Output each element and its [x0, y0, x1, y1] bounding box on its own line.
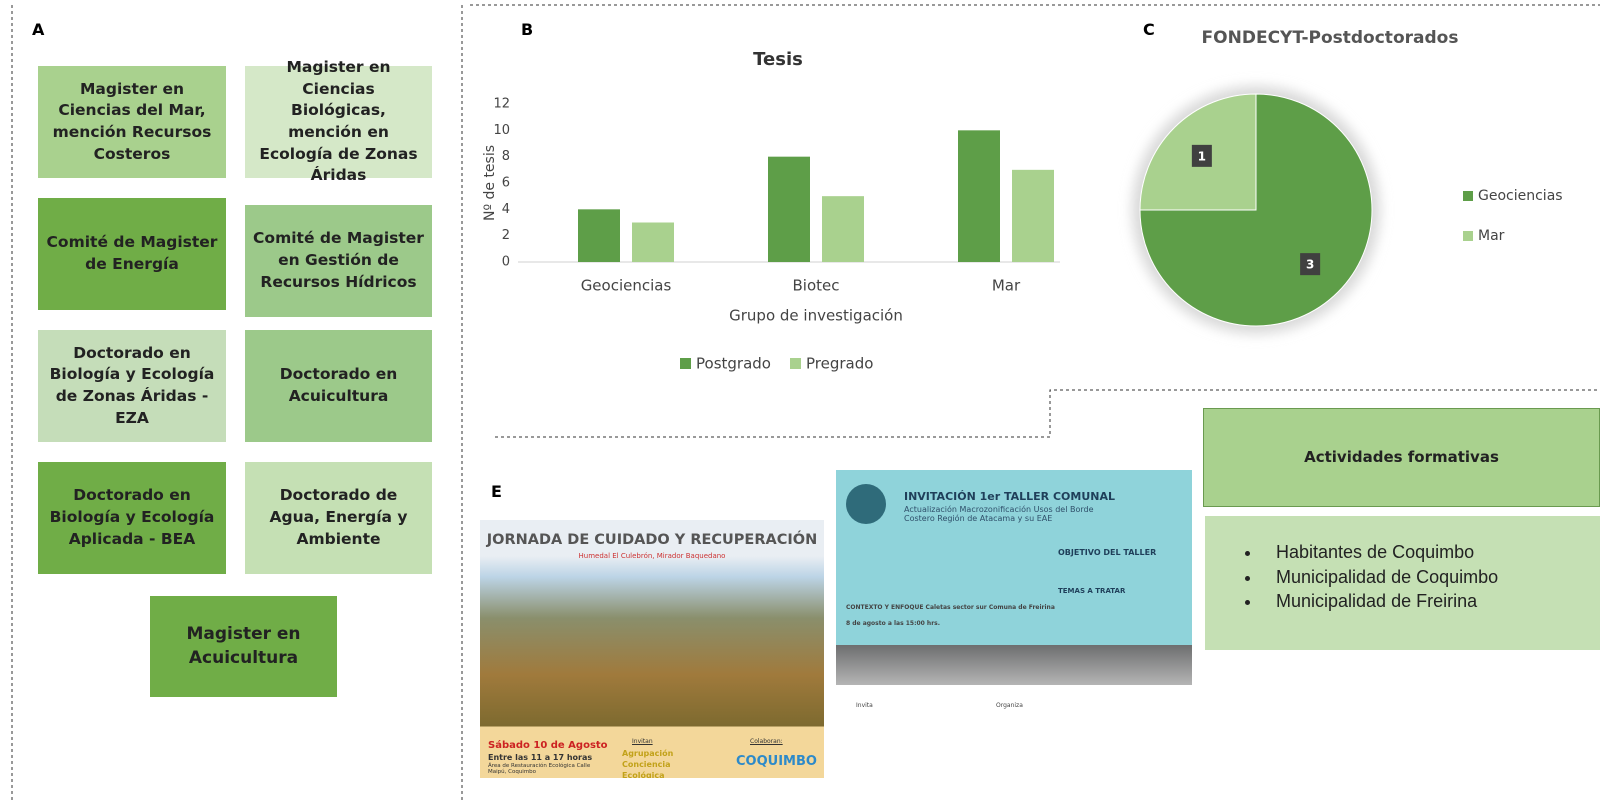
poster-invite: Invitan: [632, 738, 653, 745]
poster-date: 8 de agosto a las 15:00 hrs.: [846, 620, 941, 627]
x-tick-label: Biotec: [793, 277, 840, 295]
legend-swatch: [680, 358, 691, 369]
activities-list: Habitantes de Coquimbo Municipalidad de …: [1205, 540, 1600, 614]
activity: Municipalidad de Coquimbo: [1262, 565, 1600, 590]
poster-objective: OBJETIVO DEL TALLER: [1058, 548, 1157, 557]
legend-label: Geociencias: [1478, 188, 1563, 204]
poster-invite: Invita: [856, 702, 873, 709]
program-box: Doctorado en Biología y Ecología Aplicad…: [38, 462, 226, 574]
panel-label: E: [491, 482, 502, 501]
panel-label: B: [521, 20, 534, 39]
bar: [958, 130, 1000, 262]
legend-swatch: [790, 358, 801, 369]
y-tick-label: 6: [502, 176, 510, 191]
x-axis-label: Grupo de investigación: [729, 307, 903, 325]
y-tick-label: 2: [502, 228, 510, 243]
y-tick-label: 0: [502, 255, 510, 270]
poster-logo: [846, 484, 886, 524]
value-label-box: [1191, 144, 1212, 167]
legend-label: Postgrado: [696, 355, 771, 373]
y-tick-label: 4: [502, 202, 510, 217]
bar: [768, 156, 810, 262]
poster-subtitle: Actualización Macrozonificación Usos del…: [904, 505, 1094, 523]
poster-collab-label: Colaboran:: [750, 738, 783, 745]
y-axis-label: Nº de tesis: [482, 145, 498, 221]
activities-title: Actividades formativas: [1203, 408, 1600, 507]
value-label-box: [1300, 253, 1321, 276]
poster-taller: INVITACIÓN 1er TALLER COMUNAL Actualizac…: [836, 470, 1192, 720]
bar: [632, 222, 674, 262]
legend-swatch: [1463, 231, 1473, 241]
poster-jornada: JORNADA DE CUIDADO Y RECUPERACIÓN Humeda…: [480, 520, 824, 778]
x-tick-label: Geociencias: [581, 277, 672, 295]
poster-title: INVITACIÓN 1er TALLER COMUNAL: [904, 490, 1116, 503]
bar: [1012, 169, 1054, 262]
chart-title: FONDECYT-Postdoctorados: [1202, 28, 1459, 48]
poster-collab: COQUIMBO: [736, 754, 817, 769]
poster-organize: Organiza: [996, 702, 1023, 709]
program-box: Magister en Ciencias Biológicas, mención…: [245, 58, 432, 184]
value-label: 3: [1306, 258, 1314, 272]
program-box: Doctorado en Acuicultura: [245, 330, 432, 442]
bar: [578, 209, 620, 262]
y-tick-label: 12: [493, 97, 510, 112]
poster-topics: TEMAS A TRATAR: [1058, 587, 1126, 595]
panel-label: C: [1143, 20, 1155, 39]
program-box: Doctorado de Agua, Energía y Ambiente: [245, 462, 432, 574]
program-box: Comité de Magister de Energía: [38, 198, 226, 310]
legend-label: Mar: [1478, 228, 1505, 244]
activities-list-box: Habitantes de Coquimbo Municipalidad de …: [1205, 516, 1600, 650]
poster-hours: Entre las 11 a 17 horas: [488, 753, 593, 762]
poster-date: Sábado 10 de Agosto: [488, 740, 608, 751]
poster-organizer: Agrupación Conciencia Ecológica: [622, 749, 674, 778]
legend-swatch: [1463, 191, 1473, 201]
program-box: Comité de Magister en Gestión de Recurso…: [245, 205, 432, 317]
poster-title: JORNADA DE CUIDADO Y RECUPERACIÓN: [486, 532, 818, 548]
legend-label: Pregrado: [806, 355, 873, 373]
program-box: Magister en Ciencias del Mar, mención Re…: [38, 66, 226, 178]
panel-label: A: [32, 20, 45, 39]
y-tick-label: 10: [493, 123, 510, 138]
program-box: Doctorado en Biología y Ecología de Zona…: [38, 330, 226, 442]
poster-subtitle: Humedal El Culebrón, Mirador Baquedano: [578, 552, 726, 560]
activity: Habitantes de Coquimbo: [1262, 540, 1600, 565]
program-box: Magister en Acuicultura: [150, 596, 337, 697]
chart-title: Tesis: [753, 49, 803, 70]
y-tick-label: 8: [502, 149, 510, 164]
activity: Municipalidad de Freirina: [1262, 589, 1600, 614]
x-tick-label: Mar: [992, 277, 1021, 295]
poster-place: Área de Restauración Ecológica Calle Mai…: [488, 763, 591, 775]
value-label: 1: [1198, 149, 1206, 163]
bar: [822, 196, 864, 262]
poster-context: CONTEXTO Y ENFOQUE Caletas sector sur Co…: [846, 604, 1055, 611]
